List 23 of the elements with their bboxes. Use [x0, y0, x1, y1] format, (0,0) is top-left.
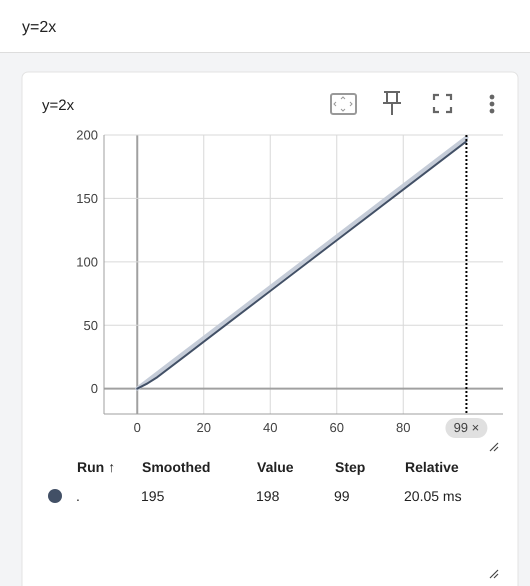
- text: Smoothed: [142, 459, 210, 475]
- text: Value: [257, 459, 294, 475]
- text: 20.05 ms: [404, 488, 462, 504]
- text: .: [76, 488, 80, 504]
- text: 198: [256, 488, 280, 504]
- x-tick-label: 0: [134, 420, 141, 435]
- x-tick-label: 40: [263, 420, 278, 435]
- text: Step: [335, 459, 366, 475]
- y-tick-label: 150: [76, 190, 98, 206]
- x-tick-label: 80: [396, 420, 410, 435]
- y-tick-label: 200: [76, 128, 98, 143]
- ref-line-label: 99 ×: [454, 420, 480, 435]
- text: y=2x: [22, 19, 56, 36]
- y-tick-label: 50: [84, 318, 98, 333]
- x-tick-label: 20: [196, 420, 211, 435]
- chart-title: y=2x: [42, 97, 75, 114]
- text: Run ↑: [77, 459, 116, 475]
- text: 195: [141, 488, 165, 504]
- text: Relative: [405, 459, 459, 475]
- y-tick-label: 100: [76, 254, 98, 270]
- y-tick-label: 0: [90, 381, 98, 396]
- x-tick-label: 60: [330, 420, 344, 435]
- text: 99: [334, 488, 350, 504]
